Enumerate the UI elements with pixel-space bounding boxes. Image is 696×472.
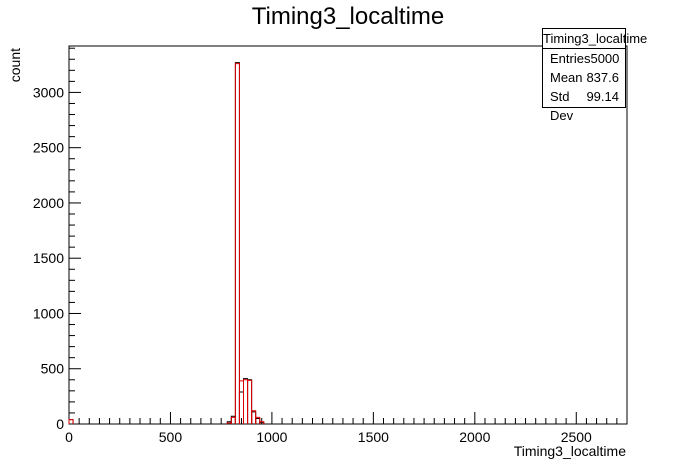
x-tick-label: 0 [65,429,73,445]
histogram-bin [255,417,261,424]
histogram-bin [243,378,249,424]
y-axis-label: count [7,48,23,82]
histogram-bin [259,421,265,424]
histogram-bin [234,63,240,424]
histogram-bin [247,379,253,424]
histogram-bin [255,416,261,424]
y-tick-label: 1000 [33,305,64,321]
histogram-bin [238,380,245,424]
stats-value: 5000 [590,51,620,66]
y-tick-label: 1500 [33,250,64,266]
stats-label: Std Dev [550,89,574,123]
stats-box: Timing3_localtime Entries 5000 Mean 837.… [542,28,647,123]
stats-label: Entries [550,51,591,66]
histogram-bin [230,416,236,424]
stats-row-stddev: Std Dev 99.14 [543,87,625,123]
x-axis-label: Timing3_localtime [514,443,627,459]
chart-title: Timing3_localtime [252,3,445,30]
stats-value: 837.6 [586,70,619,85]
histogram-bin [68,419,74,424]
y-tick-label: 500 [41,361,65,377]
y-tick-label: 3000 [33,84,64,100]
histogram-bin [247,379,253,424]
histogram-bin [234,62,240,424]
x-tick-label: 2000 [459,429,490,445]
histogram-bin [243,379,249,424]
plot-frame [68,45,628,425]
stats-value: 99.14 [586,89,619,104]
histogram-series [68,63,265,424]
stats-row-mean: Mean 837.6 [543,68,625,87]
stats-title: Timing3_localtime [543,29,647,49]
y-tick-label: 2500 [33,140,64,156]
stats-row-entries: Entries 5000 [543,49,625,68]
x-tick-label: 2500 [561,429,592,445]
histogram-series [68,62,265,424]
stats-label: Mean [550,70,583,85]
y-tick-label: 2000 [33,195,64,211]
y-tick-label: 0 [56,416,64,432]
histogram-bin [251,410,257,424]
x-tick-label: 500 [159,429,183,445]
x-tick-label: 1500 [358,429,389,445]
histogram-bin [251,411,257,424]
x-tick-label: 1000 [256,429,287,445]
histogram-bin [68,419,74,424]
